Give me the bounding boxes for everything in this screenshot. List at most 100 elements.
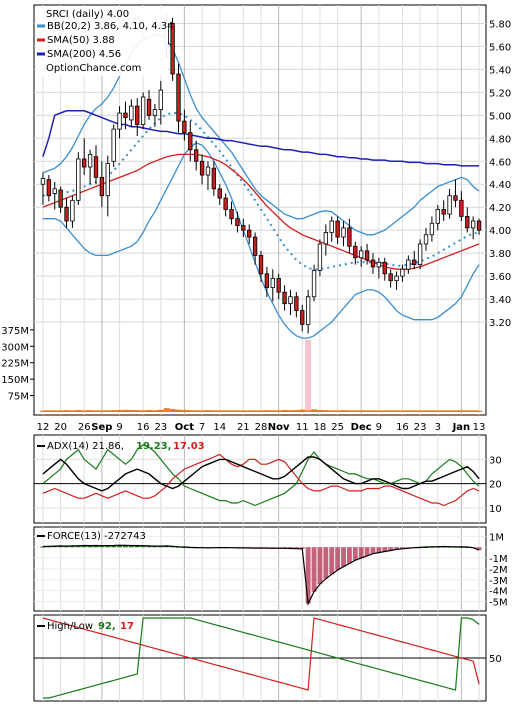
force-bar <box>394 547 399 550</box>
legend-label-sma200: SMA(200) 4.56 <box>47 49 121 60</box>
force-bar <box>305 547 311 604</box>
candle-body <box>194 149 199 162</box>
force-bar <box>128 545 134 548</box>
x-tick-label: 7 <box>199 422 205 433</box>
candle-body <box>117 112 122 130</box>
candle-body <box>211 167 217 190</box>
force-bar <box>87 545 93 548</box>
x-tick-label: 16 <box>396 422 409 433</box>
force-bar <box>299 547 305 549</box>
candle-body <box>300 310 305 325</box>
highlow-legend-low: 17 <box>120 621 134 632</box>
candle-body <box>235 218 240 226</box>
force-bar <box>288 547 293 549</box>
price-tick-label: 4.80 <box>489 134 511 145</box>
candle-body <box>435 209 440 224</box>
x-tick-label: 9 <box>116 422 122 433</box>
force-bar <box>117 545 123 548</box>
candle-body <box>223 197 228 210</box>
highlow-plot <box>42 617 480 699</box>
candle-body <box>447 195 452 215</box>
bb-upper-line <box>42 34 480 236</box>
force-bar <box>388 547 394 551</box>
candle-body <box>429 222 435 236</box>
adx-line <box>42 456 480 492</box>
axis-labels: 5.80 5.60 5.40 5.20 5.00 4.80 4.60 4.40 4.20 4.00… <box>1 19 511 665</box>
price-plot <box>40 14 482 339</box>
volume-plot <box>40 339 482 412</box>
x-tick-label: 14 <box>213 422 226 433</box>
candle-body <box>412 259 417 266</box>
candle-body <box>370 259 376 268</box>
legend-label-bb: BB(20,2) 3.86, 4.10, 4.34 <box>47 21 173 32</box>
candle-body <box>323 232 328 245</box>
x-tick-label: Sep <box>91 422 112 433</box>
candle-body <box>400 268 405 277</box>
force-bar <box>399 547 405 549</box>
volume-tick-label: 150M <box>1 375 29 386</box>
price-tick-label: 3.20 <box>489 318 511 329</box>
force-bar <box>346 547 352 564</box>
legend-label-sma50: SMA(50) 3.88 <box>47 35 115 46</box>
force-bar <box>146 545 152 548</box>
force-bar <box>317 547 323 585</box>
candle-body <box>376 261 382 268</box>
low-line <box>42 617 480 691</box>
force-bar <box>323 547 329 579</box>
candle-body <box>199 160 205 176</box>
candle-body <box>129 105 134 121</box>
candle-body <box>329 220 334 233</box>
x-tick-label: 23 <box>154 422 167 433</box>
candle-body <box>353 245 358 259</box>
x-tick-label: 26 <box>78 422 91 433</box>
x-tick-label: Nov <box>268 422 290 433</box>
volume-bar <box>305 339 312 412</box>
price-tick-label: 5.00 <box>489 111 511 122</box>
candle-body <box>258 255 264 275</box>
candle-body <box>58 189 63 208</box>
candle-body <box>241 225 246 231</box>
force-legend-label: FORCE(13) -272743 <box>47 531 146 542</box>
candle-body <box>205 166 211 176</box>
force-line <box>42 544 480 606</box>
x-tick-label: 3 <box>435 422 441 433</box>
x-tick-label: 25 <box>331 422 344 433</box>
high-line <box>42 617 480 699</box>
force-tick-label: -2M <box>489 565 508 576</box>
force-bar <box>329 547 335 575</box>
force-bar <box>476 547 482 551</box>
highlow-legend-high: 92, <box>98 621 116 632</box>
candle-body <box>364 250 370 261</box>
bb-middle-line <box>42 112 480 271</box>
candle-body <box>465 215 470 229</box>
candle-body <box>406 259 411 270</box>
candle-body <box>217 188 222 199</box>
x-tick-label: Jan <box>452 422 471 433</box>
candle-body <box>423 234 429 245</box>
candle-body <box>229 209 234 220</box>
price-tick-label: 5.80 <box>489 19 511 30</box>
force-plot <box>40 544 482 606</box>
candle-body <box>294 296 299 311</box>
candle-body <box>158 89 163 111</box>
candle-body <box>382 261 387 275</box>
candle-body <box>305 296 311 325</box>
force-bar <box>69 545 75 548</box>
price-tick-label: 3.40 <box>489 295 511 306</box>
price-tick-label: 4.00 <box>489 226 511 237</box>
candle-body <box>288 296 293 305</box>
force-bar <box>111 545 117 548</box>
candle-body <box>470 220 476 229</box>
candle-body <box>270 277 275 288</box>
adx-tick-label: 10 <box>489 504 502 515</box>
x-tick-label: 16 <box>137 422 150 433</box>
force-bar <box>105 545 111 548</box>
candle-body <box>93 156 99 178</box>
x-tick-label: 28 <box>255 422 268 433</box>
x-tick-label: 9 <box>376 422 382 433</box>
candle-body <box>146 98 152 116</box>
candle-body <box>46 179 52 197</box>
candle-body <box>105 163 110 197</box>
force-tick-label: -5M <box>489 597 508 608</box>
